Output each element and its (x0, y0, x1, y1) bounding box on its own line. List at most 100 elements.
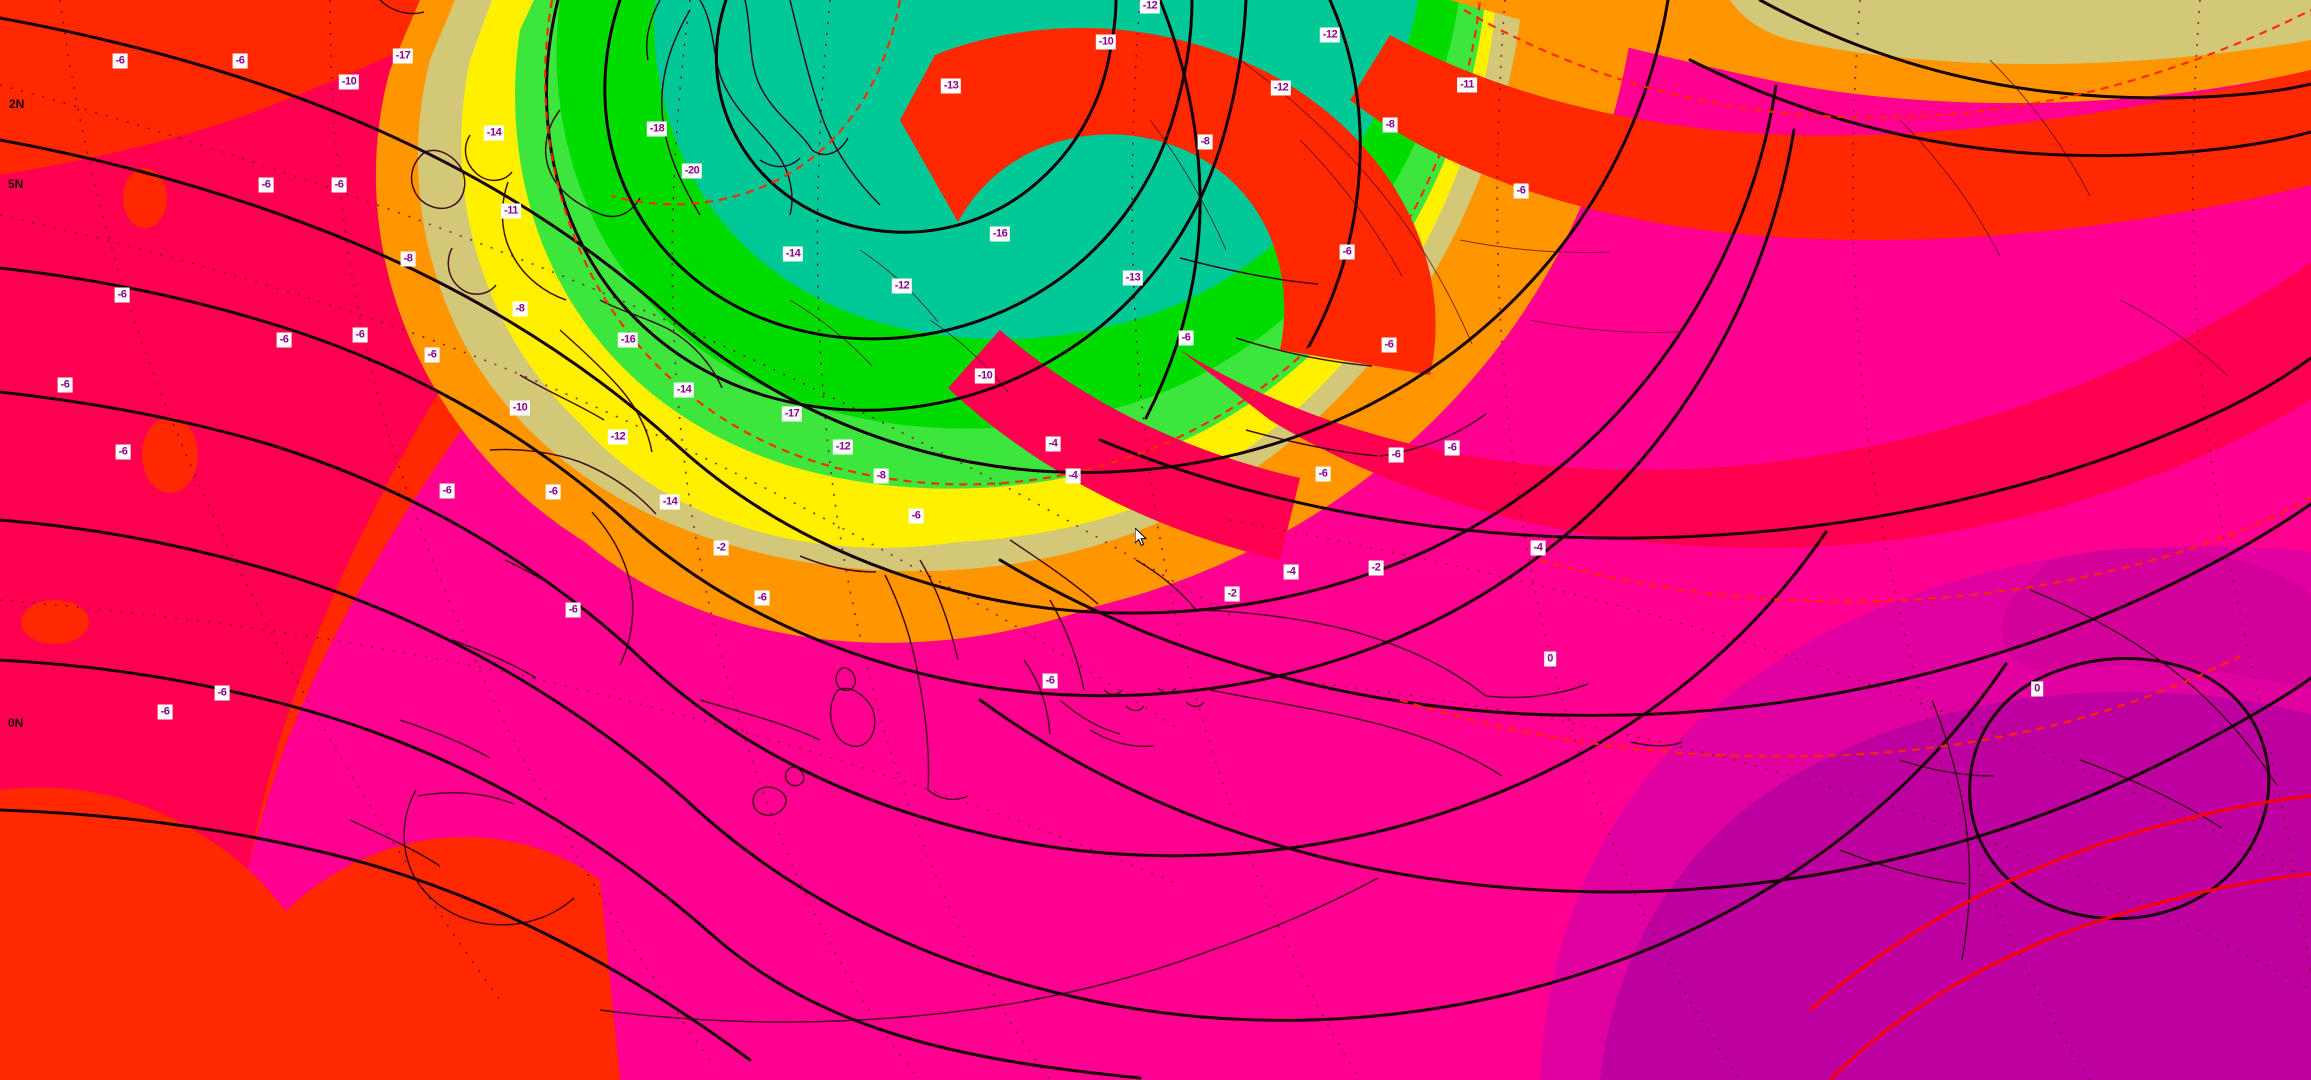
temperature-value-label: -6 (1043, 674, 1057, 688)
temperature-value-label: -14 (484, 126, 504, 140)
temperature-value-label: -6 (440, 484, 454, 498)
temperature-value-label: -12 (1140, 0, 1160, 13)
contour-line (0, 266, 622, 518)
band-right-pink (1180, 262, 2311, 549)
band-minus10-tail (530, 430, 1250, 643)
contour-line (1306, 0, 1362, 350)
contour-line (682, 662, 2008, 1022)
temperature-value-label: -17 (393, 49, 413, 63)
temperature-value-label: -14 (674, 383, 694, 397)
temperature-value-label: -6 (909, 509, 923, 523)
temperature-value-label: -8 (874, 469, 888, 483)
temperature-value-label: -6 (1340, 245, 1354, 259)
temperature-value-label: -10 (510, 401, 530, 415)
temperature-value-label: -6 (113, 54, 127, 68)
temperature-value-label: -12 (1320, 28, 1340, 42)
temperature-value-label: -6 (115, 288, 129, 302)
contour-line (0, 808, 752, 1062)
contour-line (714, 0, 1118, 234)
temperature-value-label: -6 (215, 686, 229, 700)
contour-line (978, 676, 2311, 894)
temperature-value-label: -6 (566, 603, 580, 617)
contour-line (0, 518, 686, 800)
temperature-value-label: -6 (1445, 441, 1459, 455)
temperature-value-label: -6 (1316, 467, 1330, 481)
mouse-pointer-icon (1135, 528, 1148, 547)
band-zero (1600, 691, 2311, 1080)
contour-line (0, 658, 720, 942)
band-right-red2 (900, 27, 1436, 375)
blob-red-5 (200, 837, 620, 1080)
contour-line (1688, 58, 2311, 158)
band-minus14-b (558, 340, 1175, 548)
temperature-value-label: -16 (618, 333, 638, 347)
temperature-value-label: -16 (990, 227, 1010, 241)
blob-red-2 (142, 417, 198, 493)
temperature-value-label: -6 (425, 348, 439, 362)
temperature-value-label: -17 (782, 407, 802, 421)
temperature-value-label: -14 (783, 247, 803, 261)
band-right-pinkA (948, 330, 1300, 560)
temperature-value-label: -10 (975, 369, 995, 383)
contour-line (1758, 0, 2311, 100)
temperature-value-label: -12 (1271, 81, 1291, 95)
contour-line (618, 128, 1796, 698)
temperature-value-label: -2 (714, 541, 728, 555)
temperature-value-label: -2 (1369, 561, 1383, 575)
temperature-value-label: -6 (1179, 331, 1193, 345)
temperature-value-label: -14 (660, 495, 680, 509)
blob-red-1 (123, 168, 167, 228)
temperature-value-label: -6 (546, 485, 560, 499)
temperature-value-label: -4 (1284, 565, 1298, 579)
temperature-value-label: -6 (353, 328, 367, 342)
temperature-value-label: -8 (1383, 118, 1397, 132)
temperature-value-label: -12 (833, 440, 853, 454)
temperature-value-label: -12 (892, 279, 912, 293)
band-right-tan (1730, 0, 2311, 64)
temperature-value-label: -6 (755, 591, 769, 605)
zero-isotherm (1828, 872, 2311, 1080)
temperature-value-label: -6 (332, 178, 346, 192)
contour-line (663, 0, 1670, 474)
contour-line (544, 0, 1248, 412)
contour-line (0, 390, 634, 652)
temperature-value-label: -13 (941, 79, 961, 93)
graticule-label: 0N (8, 716, 24, 730)
temperature-value-label: -10 (1096, 35, 1116, 49)
temperature-value-label: -4 (1531, 541, 1545, 555)
temperature-value-label: -11 (1458, 78, 1476, 92)
contour-line (1144, 0, 1202, 420)
temperature-value-label: -6 (277, 333, 291, 347)
contour-line (603, 0, 1194, 341)
temperature-value-label: -6 (1389, 448, 1403, 462)
temperature-value-label: -6 (1382, 338, 1396, 352)
temperature-value-label: -11 (502, 204, 520, 218)
contour-line (998, 502, 2311, 717)
temperature-value-label: -6 (1514, 184, 1528, 198)
temperature-value-label: -6 (116, 445, 130, 459)
temperature-value-label: -6 (259, 178, 273, 192)
graticule-label: 5N (8, 177, 24, 191)
temperature-value-label: 0 (2032, 682, 2042, 696)
contour-line (0, 138, 682, 450)
temperature-value-label: -20 (682, 164, 702, 178)
blob-red-3 (21, 600, 89, 644)
temperature-value-label: -4 (1046, 437, 1060, 451)
band-right-red (1350, 35, 2311, 240)
contour-line (1968, 657, 2271, 921)
blob-magenta (2002, 548, 2311, 690)
temperature-value-label: -13 (1123, 271, 1143, 285)
zero-isotherm (1809, 794, 2311, 1012)
temperature-value-label: -8 (1198, 135, 1212, 149)
graticule-label: 2N (9, 97, 25, 111)
temperature-value-label: 0 (1545, 652, 1555, 666)
temperature-value-label: -8 (401, 252, 415, 266)
temperature-value-label: -6 (158, 705, 172, 719)
temperature-value-label: -4 (1066, 469, 1080, 483)
temperature-value-label: -8 (513, 302, 527, 316)
